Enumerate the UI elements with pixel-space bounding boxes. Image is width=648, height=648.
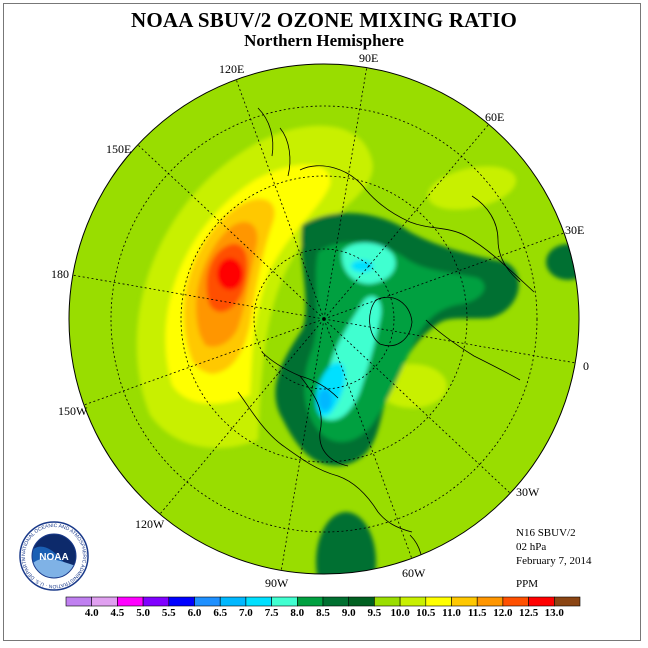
color-bar-swatch — [245, 596, 272, 607]
lon-label-0: 0 — [583, 359, 589, 373]
color-bar — [65, 596, 581, 607]
lon-label-30e: 30E — [565, 223, 585, 237]
color-bar-tick-label: 10.5 — [416, 607, 436, 619]
lon-label-120e: 120E — [219, 62, 245, 76]
lon-label-90w: 90W — [265, 576, 289, 590]
color-bar-swatch — [168, 596, 195, 607]
color-bar-swatch — [528, 596, 555, 607]
color-bar-tick-label: 11.0 — [442, 607, 461, 619]
color-bar-tick-label: 10.0 — [390, 607, 410, 619]
color-bar-tick-label: 9.5 — [367, 607, 382, 619]
pressure-level-label: 02 hPa — [516, 541, 547, 553]
lon-label-60w: 60W — [402, 566, 426, 580]
color-bar-swatch — [502, 596, 529, 607]
graticule — [71, 65, 577, 573]
instrument-label: N16 SBUV/2 — [516, 527, 576, 539]
color-bar-tick-label: 8.5 — [316, 607, 330, 619]
ozone-field — [69, 64, 579, 574]
date-label: February 7, 2014 — [516, 555, 592, 567]
color-bar-swatch — [117, 596, 144, 607]
color-bar-tick-label: 6.5 — [213, 607, 228, 619]
color-bar-tick-label: 5.5 — [161, 607, 176, 619]
color-bar-tick-label: 8.0 — [290, 607, 305, 619]
polar-map — [68, 63, 580, 575]
color-bar-swatch — [476, 596, 504, 607]
color-bar-tick-label: 13.0 — [544, 607, 564, 619]
color-bar-swatch — [194, 596, 221, 607]
color-bar-tick-label: 4.5 — [110, 607, 125, 619]
color-bar-swatch — [142, 596, 170, 607]
map-subtitle: Northern Hemisphere — [244, 31, 404, 50]
image-frame — [3, 3, 641, 641]
color-bar-swatch — [271, 596, 298, 607]
color-bar-tick-label: 12.0 — [493, 607, 513, 619]
color-bar-swatch — [553, 596, 581, 607]
lon-label-60e: 60E — [485, 110, 505, 124]
color-bar-tick-label: 7.5 — [264, 607, 279, 619]
color-bar-swatch — [451, 596, 478, 607]
color-bar-swatch — [296, 596, 324, 607]
lon-label-30w: 30W — [516, 485, 540, 499]
lon-label-150e: 150E — [106, 142, 132, 156]
lon-label-150w: 150W — [58, 404, 88, 418]
noaa-logo: NATIONAL OCEANIC AND ATMOSPHERIC ADMINIS… — [18, 520, 89, 591]
color-bar-tick-label: 7.0 — [239, 607, 253, 619]
color-bar-swatch — [219, 596, 247, 607]
color-bar-tick-label: 12.5 — [518, 607, 539, 619]
color-bar-tick-label: 9.0 — [341, 607, 356, 619]
lon-label-180: 180 — [51, 267, 69, 281]
color-bar-swatch — [348, 596, 375, 607]
color-bar-tick-label: 5.0 — [136, 607, 150, 619]
units-label: PPM — [516, 578, 539, 590]
coastlines — [237, 107, 535, 574]
color-bar-tick-label: 4.0 — [84, 607, 99, 619]
hemisphere-boundary — [68, 63, 580, 575]
color-bar-tick-label: 6.0 — [187, 607, 202, 619]
color-bar-swatch — [399, 596, 427, 607]
color-bar-tick-label: 11.5 — [467, 607, 487, 619]
map-title: NOAA SBUV/2 OZONE MIXING RATIO — [131, 8, 517, 32]
color-bar-swatch — [425, 596, 452, 607]
lon-label-120w: 120W — [135, 517, 165, 531]
info-block: N16 SBUV/2 02 hPa February 7, 2014 PPM — [516, 526, 591, 591]
color-bar-swatch — [91, 596, 118, 607]
color-bar-swatch — [65, 596, 93, 607]
color-bar-swatch — [374, 596, 401, 607]
color-bar-swatch — [322, 596, 350, 607]
lon-label-90e: 90E — [359, 51, 379, 65]
logo-wordmark: NOAA — [39, 552, 68, 563]
